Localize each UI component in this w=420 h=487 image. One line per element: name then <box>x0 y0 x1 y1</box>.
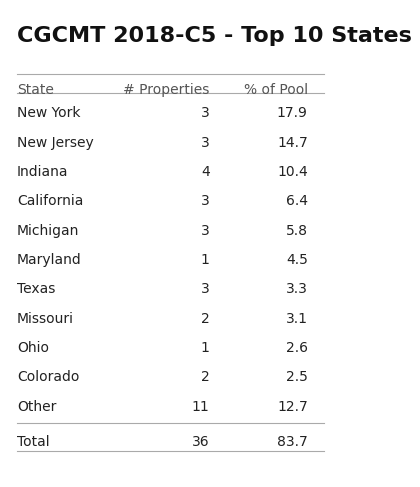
Text: CGCMT 2018-C5 - Top 10 States: CGCMT 2018-C5 - Top 10 States <box>17 26 412 46</box>
Text: 14.7: 14.7 <box>277 136 308 150</box>
Text: 4: 4 <box>201 165 210 179</box>
Text: 4.5: 4.5 <box>286 253 308 267</box>
Text: Missouri: Missouri <box>17 312 74 326</box>
Text: Other: Other <box>17 400 56 413</box>
Text: 3: 3 <box>201 136 210 150</box>
Text: New Jersey: New Jersey <box>17 136 94 150</box>
Text: Maryland: Maryland <box>17 253 81 267</box>
Text: 3: 3 <box>201 194 210 208</box>
Text: 11: 11 <box>192 400 210 413</box>
Text: Ohio: Ohio <box>17 341 49 355</box>
Text: # Properties: # Properties <box>123 83 210 96</box>
Text: 5.8: 5.8 <box>286 224 308 238</box>
Text: 2: 2 <box>201 312 210 326</box>
Text: 10.4: 10.4 <box>277 165 308 179</box>
Text: Total: Total <box>17 435 50 449</box>
Text: 12.7: 12.7 <box>277 400 308 413</box>
Text: 2: 2 <box>201 370 210 384</box>
Text: 17.9: 17.9 <box>277 106 308 120</box>
Text: 1: 1 <box>201 253 210 267</box>
Text: 2.5: 2.5 <box>286 370 308 384</box>
Text: Michigan: Michigan <box>17 224 79 238</box>
Text: Texas: Texas <box>17 282 55 296</box>
Text: 6.4: 6.4 <box>286 194 308 208</box>
Text: % of Pool: % of Pool <box>244 83 308 96</box>
Text: State: State <box>17 83 54 96</box>
Text: 3.1: 3.1 <box>286 312 308 326</box>
Text: New York: New York <box>17 106 80 120</box>
Text: Indiana: Indiana <box>17 165 68 179</box>
Text: California: California <box>17 194 83 208</box>
Text: 83.7: 83.7 <box>277 435 308 449</box>
Text: 3: 3 <box>201 224 210 238</box>
Text: Colorado: Colorado <box>17 370 79 384</box>
Text: 1: 1 <box>201 341 210 355</box>
Text: 2.6: 2.6 <box>286 341 308 355</box>
Text: 3: 3 <box>201 106 210 120</box>
Text: 3: 3 <box>201 282 210 296</box>
Text: 36: 36 <box>192 435 210 449</box>
Text: 3.3: 3.3 <box>286 282 308 296</box>
